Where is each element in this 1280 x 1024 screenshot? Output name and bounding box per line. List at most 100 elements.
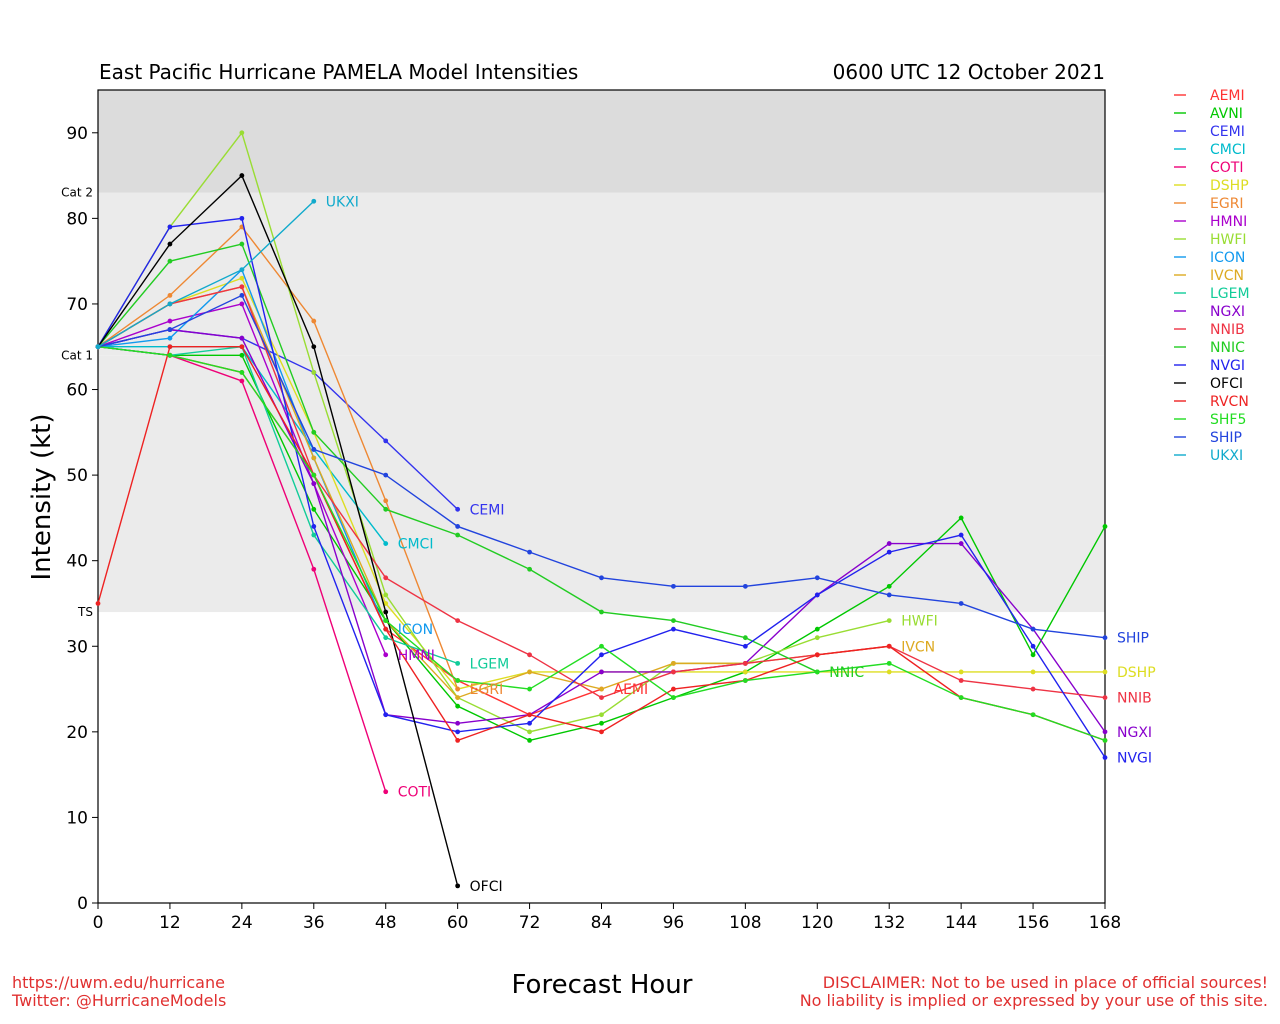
- band-1: [98, 192, 1105, 356]
- x-tick-label: 144: [945, 913, 977, 933]
- point-shf5: [167, 352, 173, 358]
- point-nvgi: [239, 215, 245, 221]
- chart-title-right: 0600 UTC 12 October 2021: [833, 60, 1105, 84]
- point-ship: [599, 575, 604, 581]
- y-tick-label: 20: [66, 723, 88, 743]
- point-nvgi: [455, 729, 461, 735]
- threshold-labels: TS Cat 1 Cat 2: [61, 186, 93, 619]
- footer-twitter[interactable]: Twitter: @HurricaneModels: [12, 991, 227, 1010]
- point-nnic: [311, 429, 317, 435]
- point-rvcn: [455, 738, 461, 743]
- series-line-egri: [97, 225, 459, 690]
- point-shf5: [1030, 712, 1036, 718]
- end-label-nvgi: NVGI: [1117, 751, 1152, 767]
- footer-links: https://uwm.edu/hurricane Twitter: @Hurr…: [12, 974, 226, 1010]
- point-ngxi: [311, 481, 317, 487]
- point-dshp: [958, 669, 964, 675]
- category-bands: [98, 90, 1105, 613]
- end-label-ofci: OFCI: [470, 879, 503, 895]
- point-ship: [455, 524, 461, 529]
- point-egri: [311, 318, 317, 324]
- series-line-ukxi: [97, 200, 315, 348]
- end-label-coti: COTI: [398, 785, 431, 801]
- point-coti: [239, 378, 245, 384]
- x-tick-label: 156: [1017, 913, 1049, 933]
- point-nnic: [383, 506, 389, 512]
- legend-label-cmci: CMCI: [1210, 142, 1246, 158]
- end-label-ngxi: NGXI: [1117, 725, 1152, 741]
- y-tick-label: 40: [66, 552, 88, 572]
- point-nvgi: [814, 592, 820, 598]
- point-avni: [814, 626, 820, 632]
- point-cemi: [383, 438, 389, 444]
- point-rvcn: [239, 344, 245, 350]
- x-tick-label: 96: [663, 913, 685, 933]
- point-shf5: [239, 370, 245, 375]
- point-hwfi: [383, 592, 389, 598]
- point-avni: [311, 506, 317, 512]
- end-label-cmci: CMCI: [398, 537, 434, 553]
- legend-label-ngxi: NGXI: [1210, 304, 1245, 320]
- end-label-hwfi: HWFI: [901, 614, 938, 630]
- point-nvgi: [167, 224, 173, 230]
- point-shf5: [814, 669, 820, 675]
- point-avni: [1030, 652, 1036, 658]
- point-shf5: [455, 678, 461, 683]
- threshold-label: Cat 2: [61, 186, 93, 200]
- legend-label-ukxi: UKXI: [1210, 448, 1243, 464]
- footer-url[interactable]: https://uwm.edu/hurricane: [12, 973, 225, 992]
- point-ship: [958, 601, 964, 606]
- point-hmni: [383, 652, 389, 658]
- point-ship: [527, 549, 532, 555]
- point-lgem: [383, 635, 389, 641]
- x-tick-label: 0: [93, 913, 104, 933]
- point-nvgi: [383, 712, 389, 718]
- point-ngxi: [455, 720, 461, 726]
- point-nvgi: [527, 720, 532, 726]
- y-tick-label: 90: [66, 124, 88, 144]
- end-label-nnib: NNIB: [1117, 691, 1152, 707]
- series-line-hwfi: [97, 131, 890, 733]
- legend-label-egri: EGRI: [1210, 196, 1244, 212]
- footer-disclaimer: DISCLAIMER: Not to be used in place of o…: [800, 974, 1268, 1010]
- point-nnic: [671, 618, 676, 623]
- point-shf5: [958, 695, 964, 701]
- point-nvgi: [311, 524, 317, 529]
- point-ivcn: [671, 660, 676, 666]
- legend-label-ivcn: IVCN: [1210, 268, 1244, 284]
- point-dshp: [239, 275, 245, 281]
- point-nnib: [742, 660, 748, 666]
- point-hwfi: [311, 370, 317, 375]
- chart-title-left: East Pacific Hurricane PAMELA Model Inte…: [99, 60, 578, 84]
- point-ofci: [239, 173, 245, 178]
- point-avni: [886, 583, 892, 589]
- end-label-ukxi: UKXI: [326, 194, 359, 210]
- legend-label-cemi: CEMI: [1210, 124, 1245, 140]
- point-nvgi: [958, 532, 964, 538]
- point-hwfi: [527, 729, 532, 735]
- point-ivcn: [527, 669, 532, 675]
- point-avni: [599, 720, 604, 726]
- end-label-dshp: DSHP: [1117, 665, 1156, 681]
- series-end-labels: AEMI CEMI CMCI COTI DSHP EGRI HMNI HWFI ICON IVCN…: [326, 194, 1156, 895]
- threshold-label: Cat 1: [61, 348, 93, 362]
- end-label-ship: SHIP: [1117, 631, 1149, 647]
- end-label-aemi: AEMI: [614, 682, 649, 698]
- point-nnib: [239, 284, 245, 290]
- point-shf5: [383, 618, 389, 623]
- legend-label-aemi: AEMI: [1210, 88, 1245, 104]
- point-ship: [814, 575, 820, 581]
- point-nvgi: [1102, 755, 1108, 760]
- point-rvcn: [886, 643, 892, 649]
- point-ivcn: [455, 695, 461, 701]
- point-ofci: [383, 609, 389, 615]
- point-ship: [1102, 635, 1108, 641]
- point-dshp: [1030, 669, 1036, 675]
- band-0: [98, 355, 1105, 613]
- point-dshp: [383, 601, 389, 606]
- point-cmci: [383, 541, 389, 546]
- point-shf5: [886, 660, 892, 666]
- point-coti: [383, 789, 389, 795]
- end-label-lgem: LGEM: [470, 656, 510, 672]
